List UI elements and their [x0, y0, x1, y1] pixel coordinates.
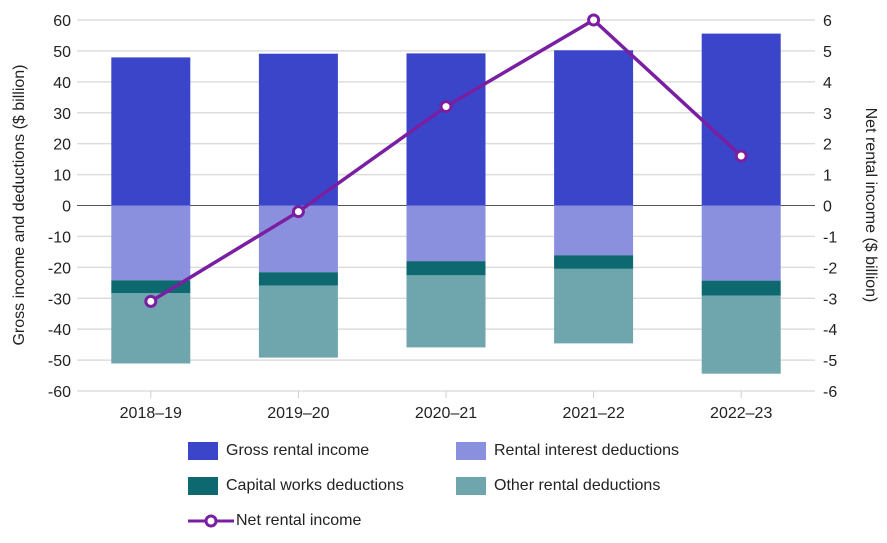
bar-capital-works-deductions — [406, 261, 486, 276]
net-rental-income-point — [734, 149, 748, 163]
bar-gross-rental-income — [554, 50, 634, 206]
bar-other-rental-deductions — [554, 268, 634, 344]
y2-tick-label: 6 — [823, 13, 832, 30]
y-tick-label: -60 — [48, 384, 71, 401]
x-tick-label: 2021–22 — [562, 405, 624, 422]
y-tick-label: 30 — [53, 106, 71, 123]
y2-tick-label: 0 — [823, 199, 832, 216]
x-tick-label: 2020–21 — [415, 405, 477, 422]
y2-axis-label: Net rental income ($ billion) — [862, 108, 879, 303]
bar-capital-works-deductions — [111, 280, 191, 294]
legend-item-other: Other rental deductions — [456, 477, 660, 495]
legend-item-net: Net rental income — [188, 512, 361, 530]
y-tick-label: 40 — [53, 75, 71, 92]
y2-tick-label: -5 — [823, 353, 837, 370]
bar-capital-works-deductions — [554, 255, 634, 269]
y-tick-label: 0 — [62, 199, 71, 216]
bar-other-rental-deductions — [406, 275, 486, 348]
bar-rental-interest-deductions — [554, 205, 634, 256]
y2-tick-label: 3 — [823, 106, 832, 123]
legend-swatch — [456, 477, 486, 495]
y2-tick-label: 4 — [823, 75, 832, 92]
legend-item-gross: Gross rental income — [188, 442, 369, 460]
y2-tick-label: -1 — [823, 229, 837, 246]
y-tick-label: 60 — [53, 13, 71, 30]
net-rental-income-point — [291, 205, 305, 219]
bar-gross-rental-income — [258, 53, 338, 206]
y-tick-label: -30 — [48, 291, 71, 308]
bar-rental-interest-deductions — [111, 205, 191, 281]
y-axis-label: Gross income and deductions ($ billion) — [11, 64, 28, 345]
chart-svg: 60 650 540 430 320 210 10 0-10 -1-20 -2-30 -3-40 -4… — [11, 13, 879, 422]
y-tick-label: -10 — [48, 229, 71, 246]
bar-capital-works-deductions — [258, 272, 338, 286]
y-tick-label: 20 — [53, 137, 71, 154]
y2-tick-label: -2 — [823, 260, 837, 277]
y-tick-label: -40 — [48, 322, 71, 339]
net-rental-income-point — [587, 13, 601, 27]
y2-tick-label: 1 — [823, 168, 832, 185]
y-tick-label: -50 — [48, 353, 71, 370]
legend-label: Capital works deductions — [226, 477, 404, 494]
legend-label: Gross rental income — [226, 442, 370, 459]
y-tick-label: 50 — [53, 44, 71, 61]
bar-capital-works-deductions — [701, 280, 781, 296]
x-tick-label: 2019–20 — [267, 405, 329, 422]
bar-rental-interest-deductions — [701, 205, 781, 281]
legend-swatch — [456, 442, 486, 460]
y2-tick-label: -6 — [823, 384, 837, 401]
net-rental-income-point — [439, 100, 453, 114]
bar-other-rental-deductions — [258, 285, 338, 358]
x-tick-label: 2018–19 — [120, 405, 182, 422]
legend-label: Rental interest deductions — [494, 442, 679, 459]
net-rental-income-point — [144, 294, 158, 308]
y-tick-label: 10 — [53, 168, 71, 185]
y2-tick-label: -4 — [823, 322, 837, 339]
bar-other-rental-deductions — [701, 295, 781, 374]
legend-swatch — [188, 442, 218, 460]
y-tick-label: -20 — [48, 260, 71, 277]
bar-gross-rental-income — [701, 33, 781, 206]
legend-line-marker-icon — [188, 514, 234, 528]
legend-label: Other rental deductions — [494, 477, 661, 494]
bar-gross-rental-income — [406, 53, 486, 206]
legend-label: Net rental income — [236, 512, 362, 529]
legend-swatch — [188, 477, 218, 495]
legend-item-interest: Rental interest deductions — [456, 442, 679, 460]
bar-gross-rental-income — [111, 57, 191, 206]
y2-tick-label: 5 — [823, 44, 832, 61]
bar-rental-interest-deductions — [406, 205, 486, 262]
y2-tick-label: 2 — [823, 137, 832, 154]
legend-item-capital-works: Capital works deductions — [188, 477, 404, 495]
y2-tick-label: -3 — [823, 291, 837, 308]
x-tick-label: 2022–23 — [710, 405, 772, 422]
